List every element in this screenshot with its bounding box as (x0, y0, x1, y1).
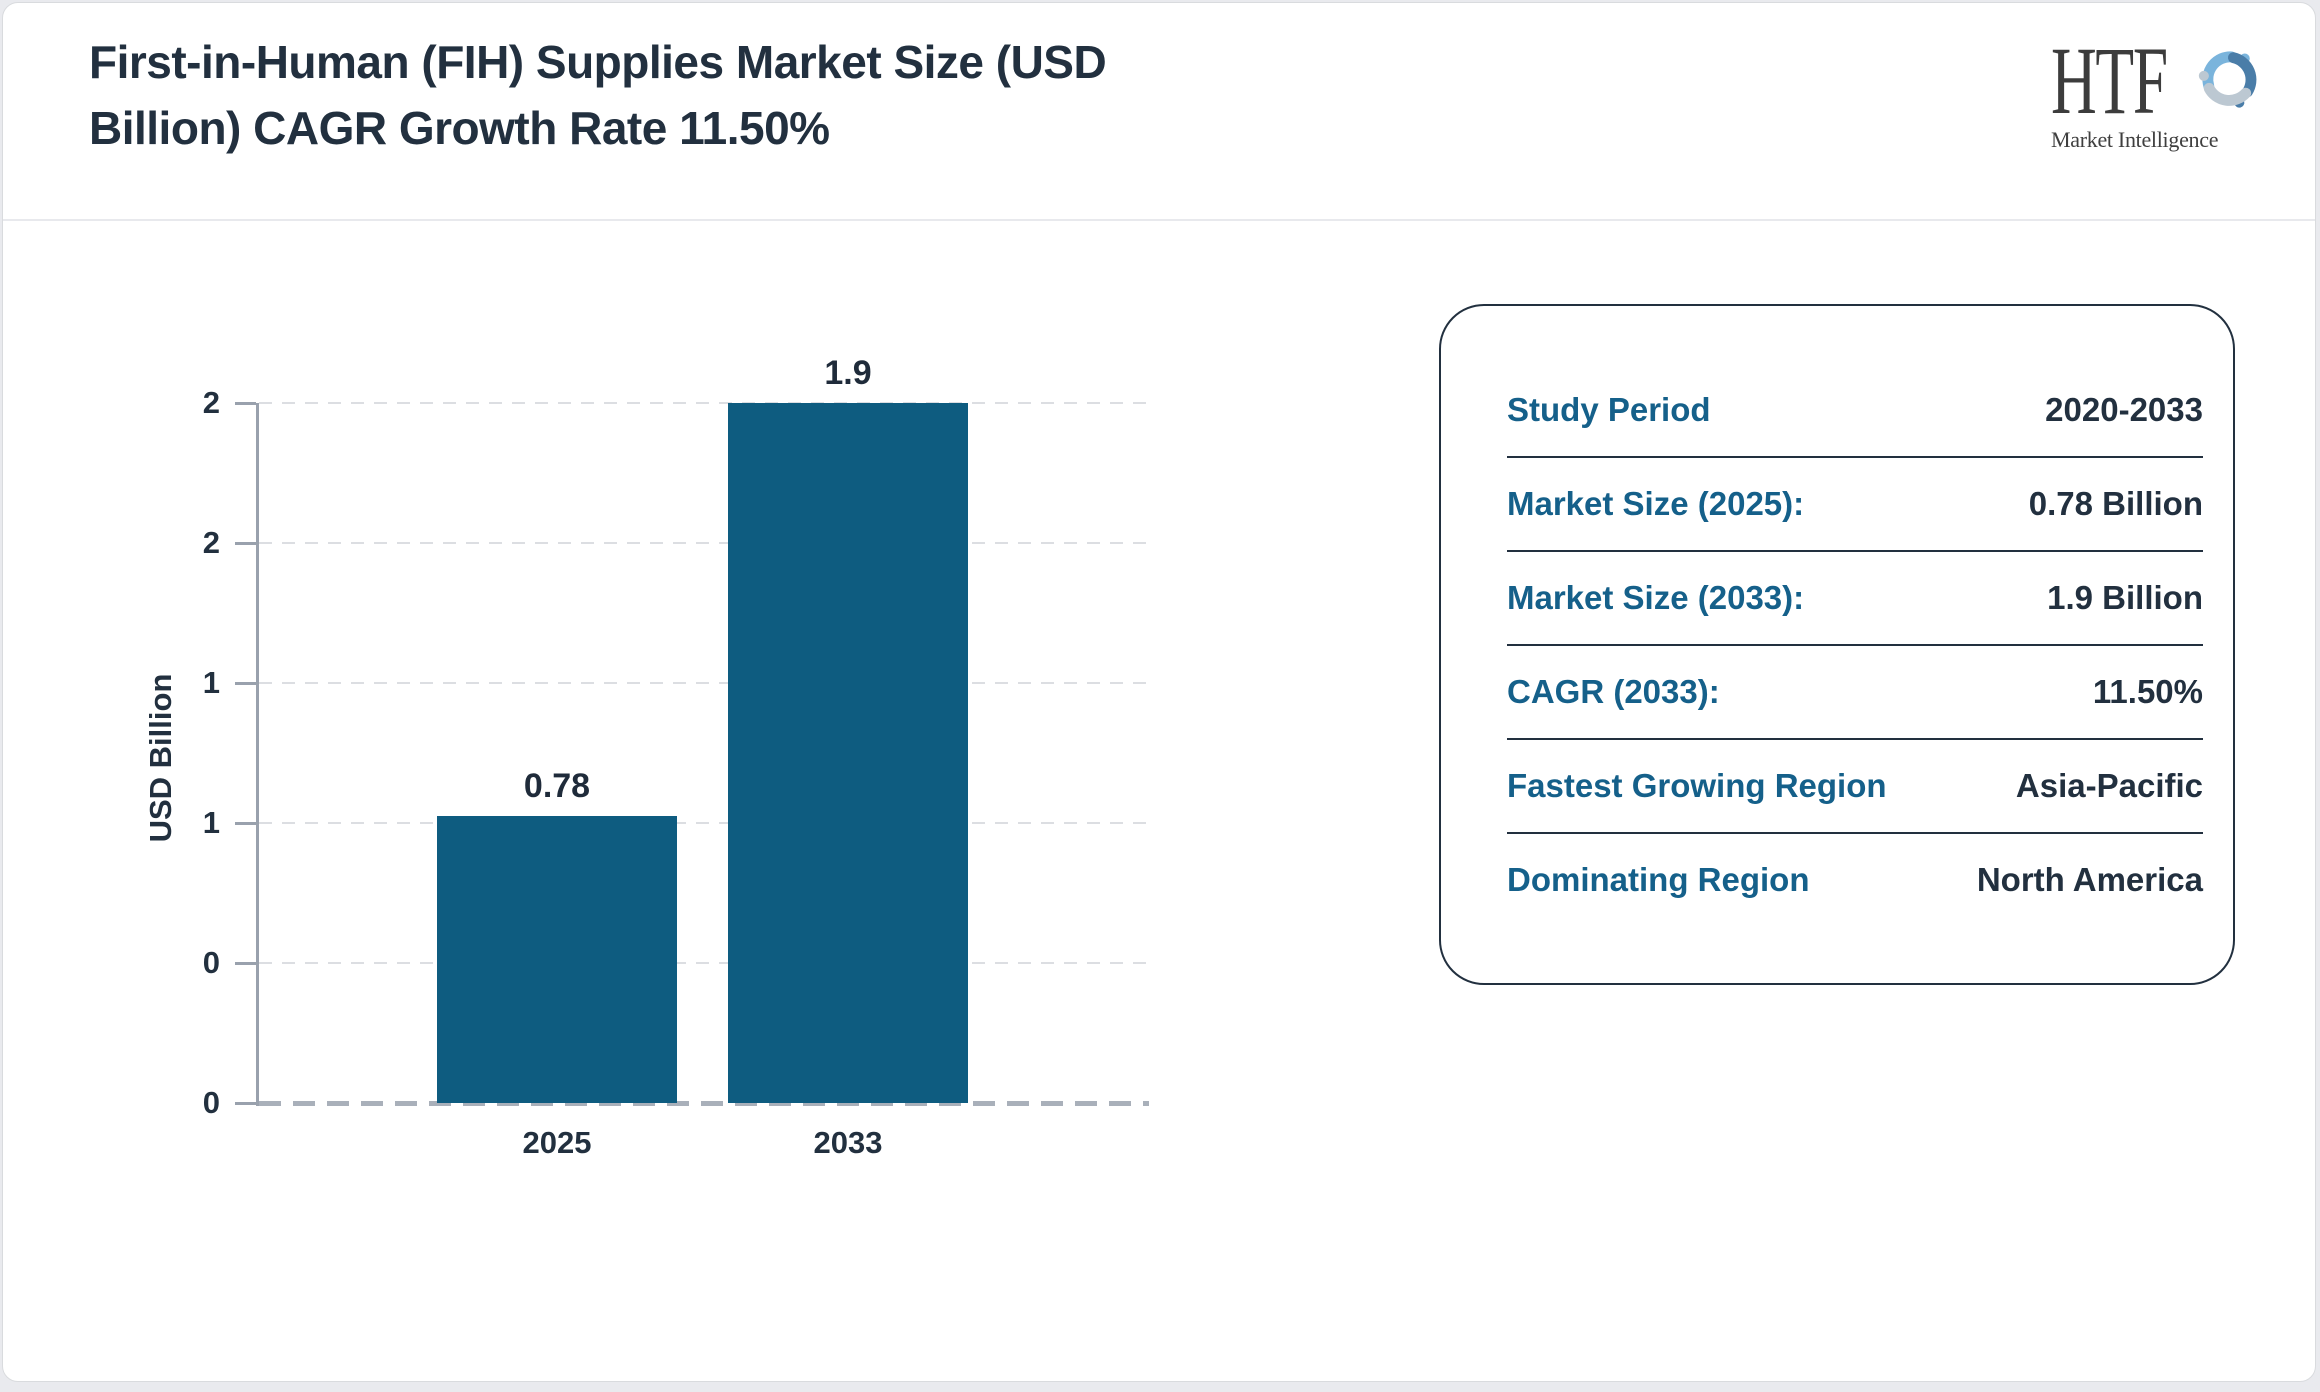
y-tick-label: 0 (202, 1085, 220, 1120)
info-row: Market Size (2025): 0.78 Billion (1507, 458, 2203, 552)
gridline (259, 402, 1149, 404)
gridline (259, 822, 1149, 824)
info-row: CAGR (2033): 11.50% (1507, 646, 2203, 740)
y-tick-mark (235, 961, 256, 965)
info-row-label: Dominating Region (1507, 861, 1810, 898)
info-row: Dominating Region North America (1507, 834, 2203, 926)
info-row-value: 11.50% (2092, 673, 2203, 710)
info-row-value: North America (1976, 861, 2203, 898)
page-title: First-in-Human (FIH) Supplies Market Siz… (89, 29, 1107, 161)
info-row-label: Market Size (2033): (1507, 579, 1805, 616)
bar-2025 (437, 816, 677, 1103)
y-tick-label: 1 (202, 805, 220, 840)
info-row-label: CAGR (2033): (1507, 673, 1720, 710)
info-row: Fastest Growing Region Asia-Pacific (1507, 740, 2203, 834)
info-row-label: Study Period (1507, 391, 1711, 428)
bar-2033 (728, 403, 968, 1103)
y-tick-label: 2 (202, 525, 220, 560)
y-axis-title: USD Billion (143, 673, 178, 843)
info-panel: Study Period 2020-2033 Market Size (2025):… (1439, 304, 2235, 985)
y-tick-mark (235, 401, 256, 405)
gridline (259, 682, 1149, 684)
info-row-label: Market Size (2025): (1507, 485, 1805, 522)
logo-subtext: Market Intelligence (2051, 127, 2219, 152)
info-row-value: 1.9 Billion (2047, 579, 2203, 616)
info-row-value: 0.78 Billion (2028, 485, 2203, 522)
y-tick-mark (235, 681, 256, 685)
y-tick-label: 1 (202, 665, 220, 700)
bar-value-label: 0.78 (523, 767, 591, 805)
info-row: Market Size (2033): 1.9 Billion (1507, 552, 2203, 646)
x-tick-label: 2025 (522, 1125, 592, 1160)
y-tick-mark (235, 541, 256, 545)
tri-swirl-people-icon (2199, 51, 2257, 108)
y-tick-mark (235, 1101, 256, 1105)
info-row-label: Fastest Growing Region (1507, 767, 1887, 804)
y-tick-mark (235, 821, 256, 825)
info-row-value: 2020-2033 (2045, 391, 2203, 428)
y-axis-line (256, 403, 259, 1106)
gridline (259, 962, 1149, 964)
header: First-in-Human (FIH) Supplies Market Siz… (3, 3, 2315, 221)
y-tick-label: 2 (202, 385, 220, 420)
x-axis-baseline (259, 1101, 1149, 1106)
page-title-line2: Billion) CAGR Growth Rate 11.50% (89, 102, 830, 154)
gridline (259, 542, 1149, 544)
x-tick-label: 2033 (813, 1125, 883, 1160)
bar-value-label: 1.9 (824, 354, 872, 392)
logo-top-row: HTF (2051, 27, 2261, 134)
htf-logo: HTF Market Intelligence (2051, 27, 2261, 153)
page-title-line1: First-in-Human (FIH) Supplies Market Siz… (89, 36, 1107, 88)
info-row-value: Asia-Pacific (2015, 767, 2203, 804)
bar-chart-plot-area: USD Billion 0 0 1 1 2 2 0.78 2025 1.9 2033 (143, 354, 1149, 1160)
y-tick-label: 0 (202, 945, 220, 980)
info-row: Study Period 2020-2033 (1507, 364, 2203, 458)
logo-wordmark: HTF (2051, 27, 2168, 134)
